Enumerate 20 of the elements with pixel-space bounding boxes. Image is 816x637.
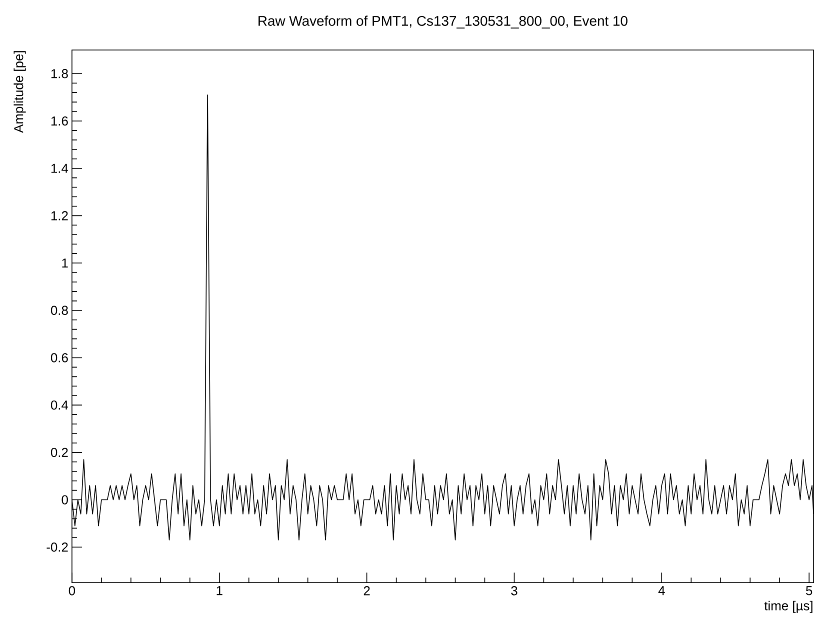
y-tick-label: 0.2 bbox=[50, 448, 68, 458]
y-tick-label: 0 bbox=[62, 495, 68, 505]
chart-title: Raw Waveform of PMT1, Cs137_130531_800_00, Event 10 bbox=[258, 16, 628, 29]
x-tick-label: 3 bbox=[511, 586, 518, 596]
x-axis-title: time [µs] bbox=[764, 601, 812, 614]
x-tick-label: 5 bbox=[806, 586, 812, 596]
y-tick-label: 1.6 bbox=[51, 116, 68, 126]
y-axis-title: Amplitude [pe] bbox=[14, 51, 26, 134]
x-tick-label: 4 bbox=[658, 586, 665, 596]
y-tick-label: 0.4 bbox=[50, 400, 68, 410]
y-tick-label: 1.4 bbox=[51, 164, 68, 173]
y-tick-label: 1 bbox=[62, 258, 68, 268]
y-tick-label: 1.2 bbox=[51, 211, 68, 220]
y-tick-label: 0.8 bbox=[50, 306, 68, 316]
x-tick-label: 0 bbox=[68, 586, 76, 596]
x-tick-label: 2 bbox=[364, 586, 370, 596]
y-tick-label: -0.2 bbox=[46, 542, 68, 552]
y-tick-label: 0.6 bbox=[50, 353, 68, 362]
y-tick-label: 1.8 bbox=[51, 69, 68, 78]
x-tick-label: 1 bbox=[216, 586, 222, 596]
